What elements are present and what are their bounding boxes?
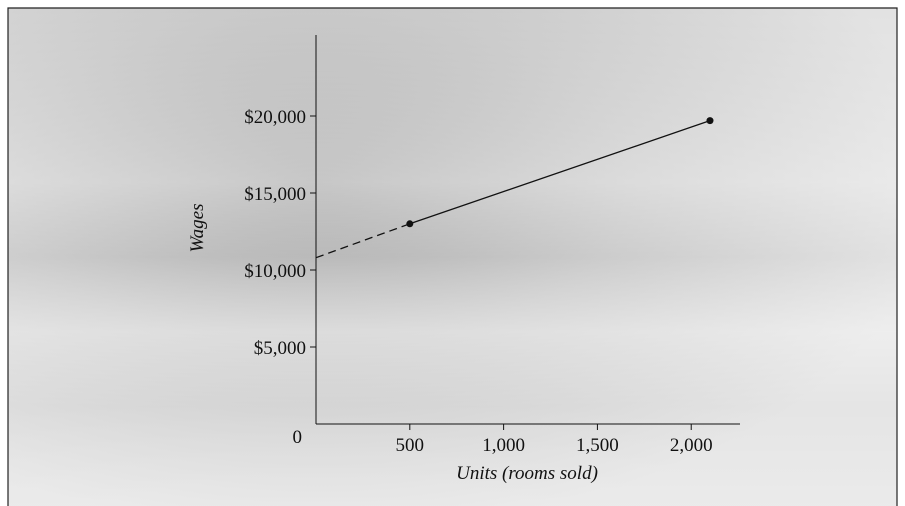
background-texture: [8, 8, 897, 506]
y-tick-label: $20,000: [244, 107, 306, 128]
frame: [7, 7, 898, 506]
point: [706, 117, 714, 125]
plot-area: 0 $5,000 $10,000 $15,000 $20,000 500 1,000 1,50…: [244, 35, 740, 456]
y-tick-label: $5,000: [254, 338, 306, 359]
point: [406, 220, 414, 228]
x-tick-label: 2,000: [670, 435, 713, 456]
y-tick-label: $10,000: [244, 261, 306, 282]
x-tick-label: 500: [396, 435, 425, 456]
x-tick-label: 1,000: [482, 435, 525, 456]
x-tick-label: 1,500: [576, 435, 619, 456]
y-tick-label: 0: [293, 427, 303, 448]
y-axis-label: Wages: [187, 204, 208, 253]
line: [409, 120, 711, 225]
line: [315, 223, 411, 259]
y-tick-label: $15,000: [244, 184, 306, 205]
x-axis-label: Units (rooms sold): [456, 463, 598, 484]
